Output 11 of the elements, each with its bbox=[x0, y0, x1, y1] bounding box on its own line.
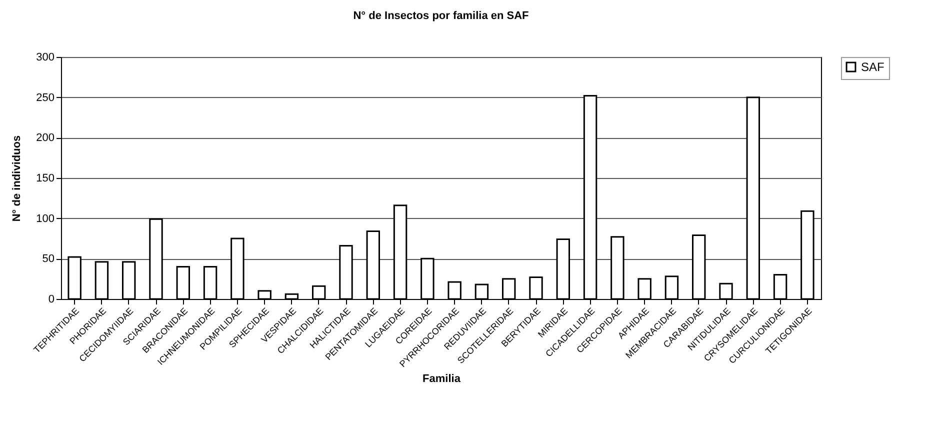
y-tick-label: 0 bbox=[48, 294, 54, 306]
y-tick-label: 250 bbox=[36, 92, 54, 104]
y-tick-label: 300 bbox=[36, 52, 54, 64]
x-axis-title: Familia bbox=[422, 373, 462, 386]
y-tick-label: 50 bbox=[42, 253, 54, 266]
y-tick-label: 200 bbox=[36, 132, 54, 144]
chart-title: N° de Insectos por familia en SAF bbox=[353, 10, 530, 22]
y-tick-label: 100 bbox=[36, 212, 54, 225]
y-axis-title: N° de individuos bbox=[11, 135, 24, 222]
y-tick-label: 150 bbox=[36, 172, 54, 184]
legend-label: SAF bbox=[861, 60, 884, 74]
